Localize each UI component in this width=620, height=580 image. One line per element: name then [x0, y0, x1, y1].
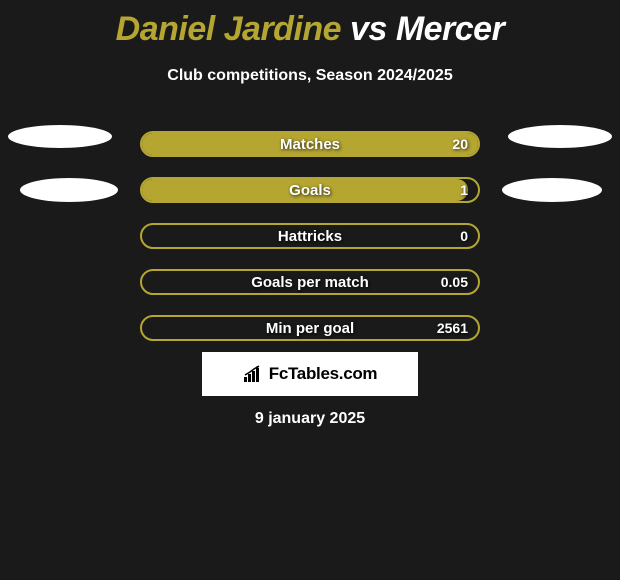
- stat-row: Min per goal2561: [0, 305, 620, 351]
- stat-label: Min per goal: [140, 320, 480, 337]
- logo-text: FcTables.com: [269, 364, 378, 384]
- chart-icon: [243, 365, 265, 383]
- stat-label: Matches: [140, 136, 480, 153]
- stat-row: Goals1: [0, 167, 620, 213]
- stat-label: Goals per match: [140, 274, 480, 291]
- stat-value: 0.05: [441, 274, 468, 290]
- stats-area: Matches20Goals1Hattricks0Goals per match…: [0, 121, 620, 351]
- title-vs: vs: [350, 10, 387, 48]
- stat-row: Hattricks0: [0, 213, 620, 259]
- date-text: 9 january 2025: [0, 410, 620, 428]
- page-title: Daniel Jardine vs Mercer: [0, 0, 620, 49]
- title-player2: Mercer: [396, 10, 505, 48]
- stat-value: 20: [452, 136, 468, 152]
- stat-row: Matches20: [0, 121, 620, 167]
- stat-value: 0: [460, 228, 468, 244]
- stat-label: Hattricks: [140, 228, 480, 245]
- title-player1: Daniel Jardine: [116, 10, 341, 48]
- stat-value: 2561: [437, 320, 468, 336]
- stat-value: 1: [460, 182, 468, 198]
- logo-box: FcTables.com: [202, 352, 418, 396]
- stat-label: Goals: [140, 182, 480, 199]
- stat-row: Goals per match0.05: [0, 259, 620, 305]
- subtitle: Club competitions, Season 2024/2025: [0, 67, 620, 85]
